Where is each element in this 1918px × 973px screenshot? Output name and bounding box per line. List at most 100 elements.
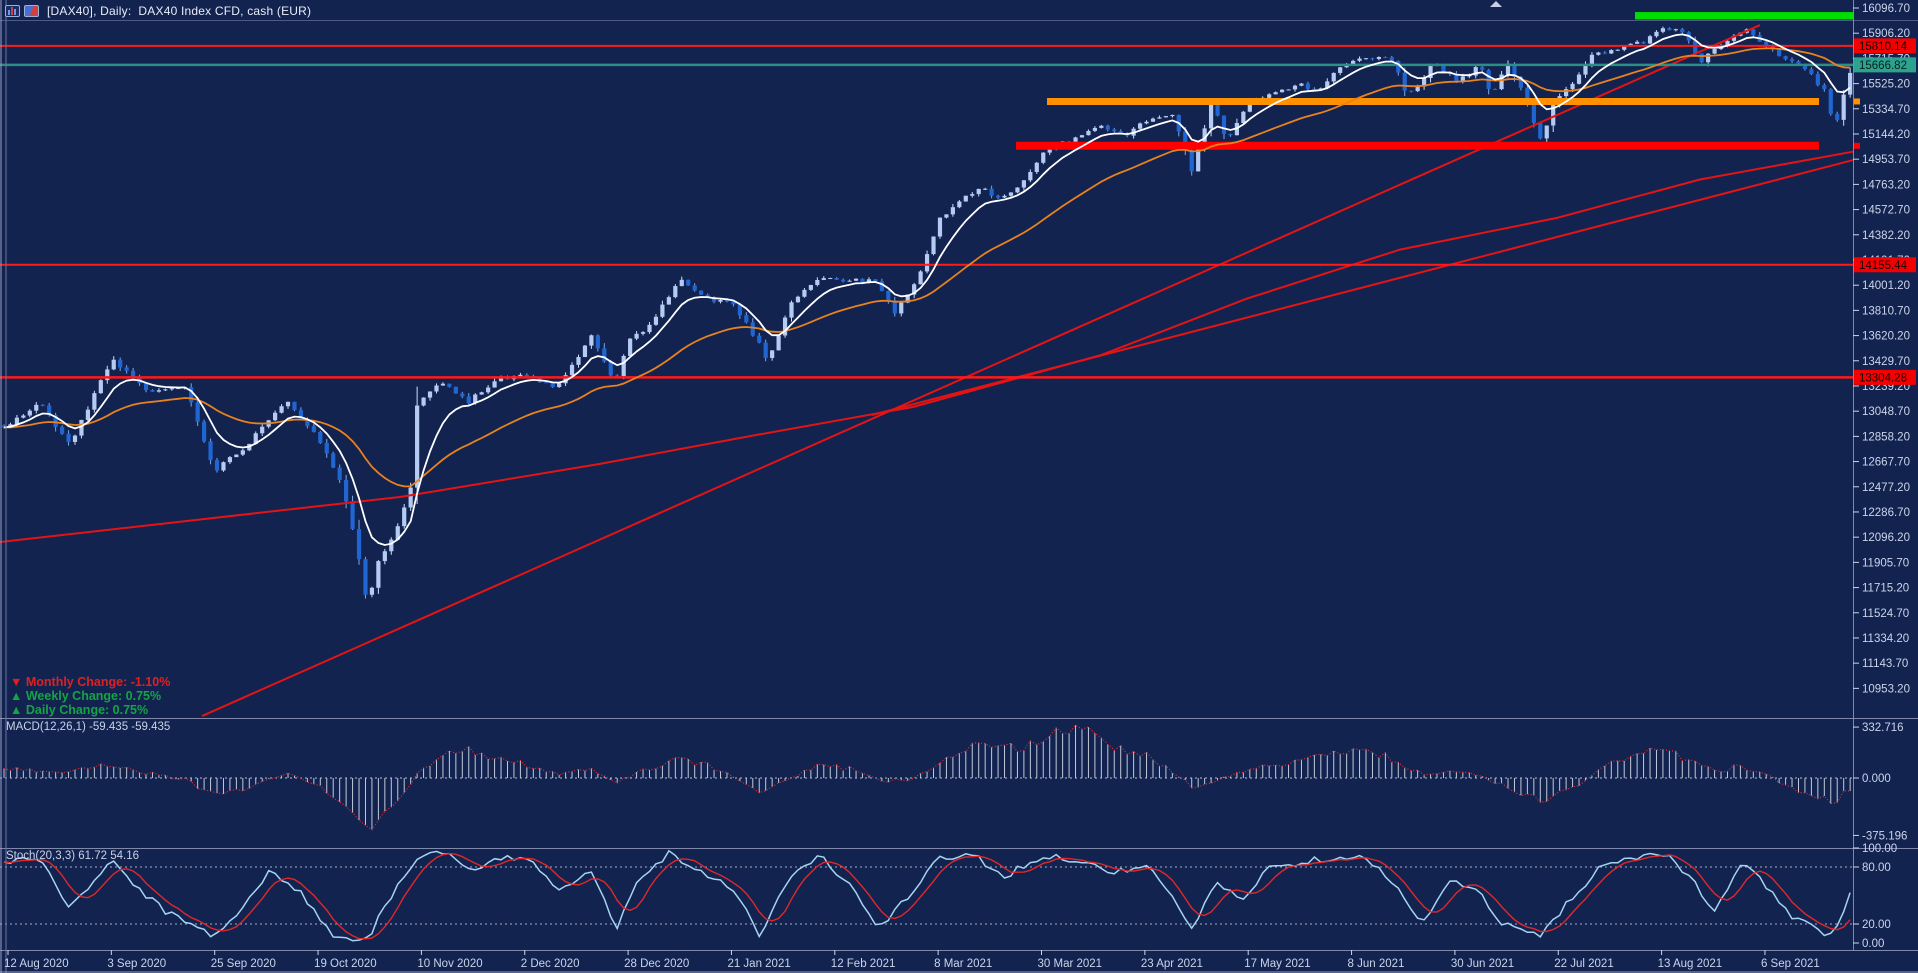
candle-body bbox=[479, 392, 484, 395]
ma-white bbox=[3, 33, 1851, 546]
candle-body bbox=[208, 441, 213, 461]
chart-window-icon bbox=[5, 4, 20, 17]
candle-body bbox=[1589, 54, 1595, 65]
price-tick-label: 15144.20 bbox=[1862, 129, 1910, 141]
ma-200-red bbox=[0, 150, 1854, 543]
candle-body bbox=[853, 278, 859, 281]
candle-body bbox=[1221, 115, 1227, 134]
candle-body bbox=[1376, 57, 1382, 59]
candle-body bbox=[1796, 61, 1801, 64]
candle-body bbox=[976, 188, 981, 195]
candle-body bbox=[298, 410, 304, 419]
candle-body bbox=[324, 442, 329, 454]
candle-body bbox=[453, 386, 458, 394]
candle-body bbox=[473, 394, 478, 404]
candle-body bbox=[1693, 40, 1698, 54]
macd-signal-line bbox=[3, 724, 1851, 831]
candle-body bbox=[1409, 90, 1414, 92]
candle-body bbox=[1331, 72, 1336, 82]
candle-body bbox=[1428, 65, 1433, 79]
candle-body bbox=[408, 487, 413, 508]
candle-body bbox=[1241, 111, 1246, 123]
candle-body bbox=[1609, 50, 1614, 54]
date-label: 8 Mar 2021 bbox=[934, 958, 992, 970]
candle-body bbox=[421, 397, 426, 406]
candle-body bbox=[821, 278, 826, 280]
price-tick-label: 13620.20 bbox=[1862, 331, 1910, 343]
candle-body bbox=[1564, 89, 1569, 97]
candle-body bbox=[524, 374, 529, 377]
candle-body bbox=[337, 467, 342, 481]
candle-body bbox=[1505, 63, 1511, 75]
candle-body bbox=[131, 370, 136, 377]
price-tick-label: 14382.20 bbox=[1862, 230, 1910, 242]
candle-body bbox=[1047, 148, 1052, 153]
candle-body bbox=[1137, 123, 1143, 129]
trendline-1 bbox=[201, 24, 1761, 717]
price-tick-label: 15525.20 bbox=[1862, 79, 1910, 91]
candle-body bbox=[1828, 89, 1833, 114]
orange-support-axis-marker bbox=[1854, 98, 1860, 105]
candle-body bbox=[970, 194, 975, 196]
candle-body bbox=[1157, 117, 1162, 119]
candle-body bbox=[1551, 105, 1556, 126]
candle-body bbox=[1848, 72, 1853, 95]
candle-body bbox=[737, 304, 742, 316]
trendline-2 bbox=[871, 159, 1854, 416]
candle-body bbox=[1731, 35, 1737, 41]
macd-label: MACD(12,26,1) -59.435 -59.435 bbox=[6, 721, 171, 733]
candle-body bbox=[163, 389, 168, 391]
price-tick-label: 14572.70 bbox=[1862, 205, 1910, 217]
stoch-tick-label: 80.00 bbox=[1862, 862, 1891, 874]
candle-body bbox=[21, 415, 26, 418]
price-highlight-value: 15810.14 bbox=[1859, 41, 1908, 53]
price-highlight-value: 15666.82 bbox=[1859, 60, 1907, 72]
candle-body bbox=[589, 335, 594, 346]
candle-body bbox=[285, 401, 291, 407]
candle-body bbox=[118, 359, 123, 368]
candle-body bbox=[1602, 52, 1607, 54]
candle-body bbox=[59, 427, 65, 434]
candle-body bbox=[782, 317, 788, 336]
candle-body bbox=[795, 296, 801, 303]
red-support-axis-marker bbox=[1854, 142, 1860, 149]
date-label: 30 Jun 2021 bbox=[1451, 958, 1514, 970]
stoch-d-line bbox=[3, 852, 1851, 940]
candle-body bbox=[1789, 59, 1795, 62]
chart-titlebar: [DAX40], Daily: DAX40 Index CFD, cash (E… bbox=[0, 0, 1858, 21]
candle-body bbox=[834, 278, 839, 280]
candle-body bbox=[802, 289, 807, 297]
candle-body bbox=[111, 359, 116, 370]
candle-body bbox=[53, 415, 58, 428]
candle-body bbox=[1499, 74, 1504, 90]
candle-body bbox=[808, 284, 813, 290]
candle-body bbox=[1699, 53, 1704, 63]
price-tick-label: 14001.20 bbox=[1862, 280, 1910, 292]
price-tick-label: 11905.70 bbox=[1862, 557, 1909, 569]
candle-body bbox=[924, 254, 930, 272]
candle-body bbox=[1299, 83, 1304, 86]
candle-body bbox=[828, 278, 833, 280]
candle-body bbox=[169, 388, 174, 390]
candle-body bbox=[937, 217, 943, 237]
price-tick-label: 13810.70 bbox=[1862, 305, 1910, 317]
candle-body bbox=[744, 315, 749, 323]
candle-body bbox=[447, 383, 452, 387]
date-label: 23 Apr 2021 bbox=[1141, 958, 1203, 970]
date-label: 28 Dec 2020 bbox=[624, 958, 689, 970]
candle-body bbox=[79, 419, 84, 436]
candle-body bbox=[1647, 36, 1653, 44]
candle-body bbox=[1815, 74, 1820, 86]
candle-body bbox=[815, 279, 820, 285]
candle-body bbox=[1415, 86, 1420, 92]
candle-body bbox=[699, 290, 704, 295]
candle-body bbox=[1802, 63, 1808, 70]
price-tick-label: 10953.20 bbox=[1862, 683, 1910, 695]
date-label: 30 Mar 2021 bbox=[1038, 958, 1103, 970]
candle-body bbox=[912, 284, 917, 295]
stoch-label: Stoch(20,3,3) 61.72 54.16 bbox=[6, 850, 139, 862]
candle-body bbox=[873, 279, 878, 282]
candle-body bbox=[711, 297, 717, 302]
candle-body bbox=[150, 390, 155, 392]
